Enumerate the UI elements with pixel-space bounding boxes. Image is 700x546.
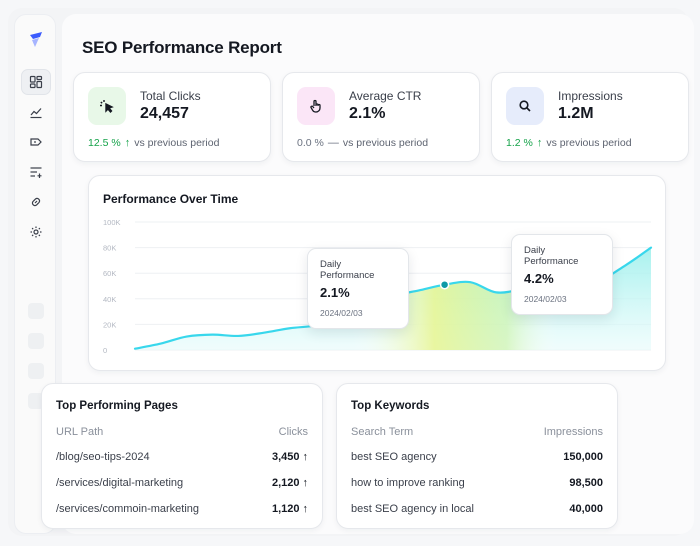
tag-icon (30, 138, 42, 146)
y-tick-label: 40K (103, 295, 116, 304)
link-icon (31, 197, 41, 207)
stat-change: 0.0 % (297, 137, 324, 149)
table-row[interactable]: how to improve ranking 98,500 (351, 473, 603, 493)
dashboard-icon (29, 75, 43, 89)
y-tick-label: 0 (103, 346, 107, 355)
top-keywords-card: Top Keywords Search Term Impressions bes… (336, 383, 618, 529)
column-header: Search Term (351, 426, 414, 438)
logo-icon (30, 32, 42, 47)
analytics-icon (30, 108, 42, 119)
trend-up-icon: ↑ (302, 451, 309, 463)
stat-card-impressions: Impressions 1.2M 1.2 % ↑ vs previous per… (491, 72, 689, 162)
table-row[interactable]: best SEO agency in local 40,000 (351, 499, 603, 519)
stat-suffix: vs previous period (342, 137, 429, 149)
y-tick-label: 60K (103, 269, 116, 278)
tooltip-date: 2024/02/03 (524, 294, 567, 304)
table-row[interactable]: best SEO agency 150,000 (351, 447, 603, 467)
settings-icon (30, 226, 42, 238)
table-row[interactable]: /blog/seo-tips-2024 3,450 ↑ (56, 447, 308, 467)
sidebar-placeholder (28, 363, 44, 379)
stat-card-average-ctr: Average CTR 2.1% 0.0 % — vs previous per… (282, 72, 480, 162)
tooltip-value: 4.2% (524, 271, 554, 286)
sidebar (14, 14, 56, 534)
clicks-value: 3,450 (271, 451, 300, 463)
stat-icon-wrapper (297, 87, 335, 125)
table-title: Top Keywords (351, 400, 430, 412)
column-header: Impressions (543, 426, 603, 438)
table-row[interactable]: /services/commoin-marketing 1,120 ↑ (56, 499, 308, 519)
pointer-hand-icon (310, 99, 321, 113)
sidebar-placeholder (28, 333, 44, 349)
table-title: Top Performing Pages (56, 400, 178, 412)
trend-up-icon: ↑ (536, 137, 543, 149)
cursor-click-icon (100, 100, 114, 114)
stat-label: Average CTR (349, 89, 422, 103)
data-point-marker[interactable] (439, 279, 450, 290)
tooltip-label: Daily Performance (320, 259, 375, 281)
y-tick-label: 100K (103, 218, 121, 227)
table-row[interactable]: /services/digital-marketing 2,120 ↑ (56, 473, 308, 493)
y-tick-label: 80K (103, 244, 116, 253)
sidebar-item-links[interactable] (21, 189, 51, 215)
chart-tooltip: Daily Performance 4.2% 2024/02/03 (511, 234, 613, 315)
sidebar-item-analytics[interactable] (21, 99, 51, 125)
url-path[interactable]: /blog/seo-tips-2024 (56, 451, 150, 463)
page-title: SEO Performance Report (82, 38, 282, 57)
table-header: URL Path Clicks (56, 422, 308, 442)
stat-comparison: 0.0 % — vs previous period (297, 137, 428, 149)
url-path[interactable]: /services/commoin-marketing (56, 503, 200, 515)
tooltip-value: 2.1% (320, 285, 350, 300)
performance-chart-card: Performance Over Time 0 20K 40K 60K 80K 100K … (88, 175, 666, 371)
tooltip-date: 2024/02/03 (320, 308, 363, 318)
trend-up-icon: ↑ (302, 477, 309, 489)
stat-value: 2.1% (349, 105, 386, 122)
search-icon (519, 100, 531, 112)
stat-icon-wrapper (506, 87, 544, 125)
search-term[interactable]: best SEO agency in local (351, 503, 474, 515)
stat-label: Total Clicks (140, 89, 201, 103)
stat-suffix: vs previous period (134, 137, 220, 149)
stat-value: 24,457 (140, 105, 189, 122)
stat-suffix: vs previous period (546, 137, 632, 149)
stat-value: 1.2M (558, 105, 594, 122)
chart-title: Performance Over Time (103, 192, 239, 206)
sidebar-item-tags[interactable] (21, 129, 51, 155)
clicks-value: 1,120 (271, 503, 300, 515)
stat-comparison: 1.2 % ↑ vs previous period (506, 137, 632, 149)
trend-up-icon: ↑ (124, 137, 131, 149)
stat-label: Impressions (558, 89, 623, 103)
sidebar-item-filters[interactable] (21, 159, 51, 185)
column-header: URL Path (56, 426, 104, 438)
filter-icon (30, 167, 42, 178)
impressions-value: 98,500 (569, 477, 603, 489)
y-tick-label: 20K (103, 320, 116, 329)
stat-comparison: 12.5 % ↑ vs previous period (88, 137, 219, 149)
trend-flat-icon: — (327, 137, 339, 149)
sidebar-item-settings[interactable] (21, 219, 51, 245)
sidebar-placeholder (28, 303, 44, 319)
table-header: Search Term Impressions (351, 422, 603, 442)
stat-change: 1.2 % (506, 137, 533, 149)
column-header: Clicks (278, 426, 308, 438)
top-pages-card: Top Performing Pages URL Path Clicks /bl… (41, 383, 323, 529)
stat-card-total-clicks: Total Clicks 24,457 12.5 % ↑ vs previous… (73, 72, 271, 162)
sidebar-placeholder (28, 393, 44, 409)
tooltip-label: Daily Performance (524, 245, 579, 267)
impressions-value: 40,000 (569, 503, 603, 515)
clicks-value: 2,120 (271, 477, 300, 489)
chart-tooltip: Daily Performance 2.1% 2024/02/03 (307, 248, 409, 329)
search-term[interactable]: best SEO agency (351, 451, 437, 463)
url-path[interactable]: /services/digital-marketing (56, 477, 184, 489)
stat-icon-wrapper (88, 87, 126, 125)
impressions-value: 150,000 (563, 451, 603, 463)
trend-up-icon: ↑ (302, 503, 309, 515)
search-term[interactable]: how to improve ranking (351, 477, 465, 489)
stat-change: 12.5 % (88, 137, 121, 149)
sidebar-item-dashboard[interactable] (21, 69, 51, 95)
